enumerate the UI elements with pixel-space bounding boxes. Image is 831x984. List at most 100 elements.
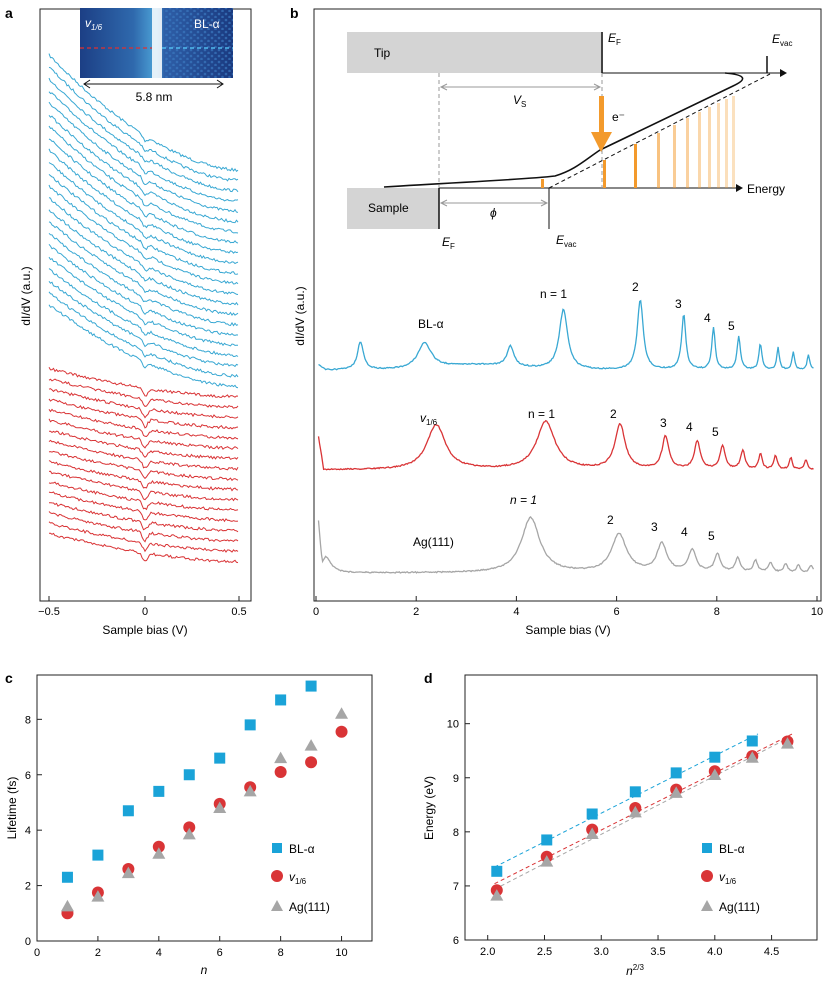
bl-peak-label: n = 1 (540, 287, 567, 301)
b-xtick-label: 8 (714, 606, 720, 618)
spectrum-trace (48, 209, 239, 306)
d-legend-triangle (701, 900, 713, 911)
ytick-label: 7 (453, 881, 459, 893)
marker-triangle (152, 847, 166, 859)
v16-peak-label: 3 (660, 416, 667, 430)
spectrum-trace (48, 66, 239, 182)
ag-peak-label: n = 1 (510, 493, 537, 507)
phi-arrow-heads (439, 199, 549, 207)
spectrum-trace (48, 491, 239, 523)
ytick-label: 8 (453, 827, 459, 839)
spectrum-trace (48, 511, 239, 543)
d-legend-v16: v1/6 (719, 870, 737, 886)
b-ylabel: dI/dV (a.u.) (293, 286, 307, 345)
a-ylabel: dI/dV (a.u.) (19, 266, 33, 325)
sample-label: Sample (368, 201, 409, 215)
marker-square (244, 719, 256, 731)
resonance-bar (634, 144, 637, 188)
inset-lattice (165, 8, 233, 78)
spectrum-trace (48, 162, 239, 265)
bl-peak-label: 5 (728, 319, 735, 333)
panel-b-frame (313, 8, 822, 602)
spectrum-trace (48, 521, 239, 553)
b-xlabel: Sample bias (V) (525, 623, 610, 637)
ag-peak-label: 4 (681, 525, 688, 539)
spectrum-trace (48, 91, 239, 202)
marker-square (214, 752, 226, 764)
spectrum-trace (49, 502, 239, 533)
b-xtick-label: 4 (513, 606, 519, 618)
resonance-bar (732, 96, 735, 188)
spectrum-trace (48, 243, 239, 336)
marker-square (122, 805, 134, 817)
d-ylabel: Energy (eV) (422, 776, 436, 840)
c-legend-bl: BL-α (289, 842, 315, 856)
spectrum-trace (48, 138, 239, 244)
d-legend-ag: Ag(111) (719, 900, 760, 914)
spectrum-trace (48, 101, 239, 213)
inset-left-label: v1/6 (85, 16, 103, 32)
panel-b-traces (317, 299, 815, 574)
spectrum-trace (48, 125, 239, 234)
ytick-label: 9 (453, 773, 459, 785)
a-xtick-label: 0.5 (231, 606, 246, 618)
marker-circle (335, 725, 348, 738)
marker-square (491, 865, 503, 877)
inset-domain-wall (152, 8, 162, 78)
resonance-bar (717, 103, 720, 188)
marker-triangle (745, 751, 759, 763)
marker-square (183, 769, 195, 781)
xtick-label: 2.5 (537, 946, 552, 958)
a-xtick-label: 0 (142, 606, 148, 618)
spectrum-trace (48, 256, 238, 347)
b-xtick-label: 10 (811, 606, 823, 618)
energy-axis-arrow (736, 184, 743, 192)
energy-label: Energy (747, 182, 785, 196)
panel-a-inset: v1/6 BL-α 5.8 nm (80, 8, 233, 104)
marker-square (61, 871, 73, 883)
ytick-label: 4 (25, 825, 31, 837)
spectrum-trace (48, 418, 239, 450)
tip-evac-label: Evac (772, 32, 792, 48)
panel-d-frame (464, 674, 818, 941)
marker-circle (183, 821, 196, 834)
d-xlabel: n2/3 (626, 963, 644, 978)
panel-a-xaxis: −0.5 0 0.5 Sample bias (V) dI/dV (a.u.) (19, 266, 247, 637)
scale-bar-arrows (83, 79, 224, 89)
resonance-bar (673, 125, 676, 188)
panel-c-frame (36, 674, 373, 942)
v16-peak-label: 5 (712, 425, 719, 439)
spectrum-trace (48, 481, 239, 511)
marker-triangle (91, 890, 105, 902)
b-xtick-label: 2 (413, 606, 419, 618)
ytick-label: 6 (25, 770, 31, 782)
tip-label: Tip (374, 46, 391, 60)
spectrum-trace (48, 184, 239, 285)
marker-square (709, 751, 721, 763)
marker-square (92, 849, 104, 861)
tip-block (347, 32, 603, 73)
ytick-label: 0 (25, 936, 31, 948)
xtick-label: 6 (217, 947, 223, 959)
panel-c-label: c (5, 670, 13, 686)
panel-c-plot: 0 2 4 6 8 10 0 2 4 6 8 (25, 680, 349, 959)
marker-square (305, 680, 317, 692)
xtick-label: 4 (156, 947, 162, 959)
tip-ef-label: EF (608, 31, 621, 47)
marker-triangle (780, 737, 794, 749)
marker-circle (274, 765, 287, 778)
xtick-label: 2.0 (480, 946, 495, 958)
panel-a: a v1/6 (5, 5, 252, 637)
xtick-label: 3.0 (594, 946, 609, 958)
panel-a-traces (48, 53, 239, 564)
xtick-label: 4.0 (707, 946, 722, 958)
spectrum-trace (48, 408, 239, 440)
xtick-label: 2 (95, 947, 101, 959)
spectrum-trace (48, 268, 239, 358)
trace-label-ag: Ag(111) (413, 535, 454, 549)
c-legend: BL-α v1/6 Ag(111) (271, 842, 330, 914)
panel-d: d 2.0 2.5 3.0 3.5 4.0 4.5 6 7 8 9 10 n2/3 Energy (… (422, 670, 818, 978)
marker-triangle (243, 784, 257, 797)
spectrum-trace (48, 470, 239, 502)
spectrum-trace (48, 174, 239, 275)
